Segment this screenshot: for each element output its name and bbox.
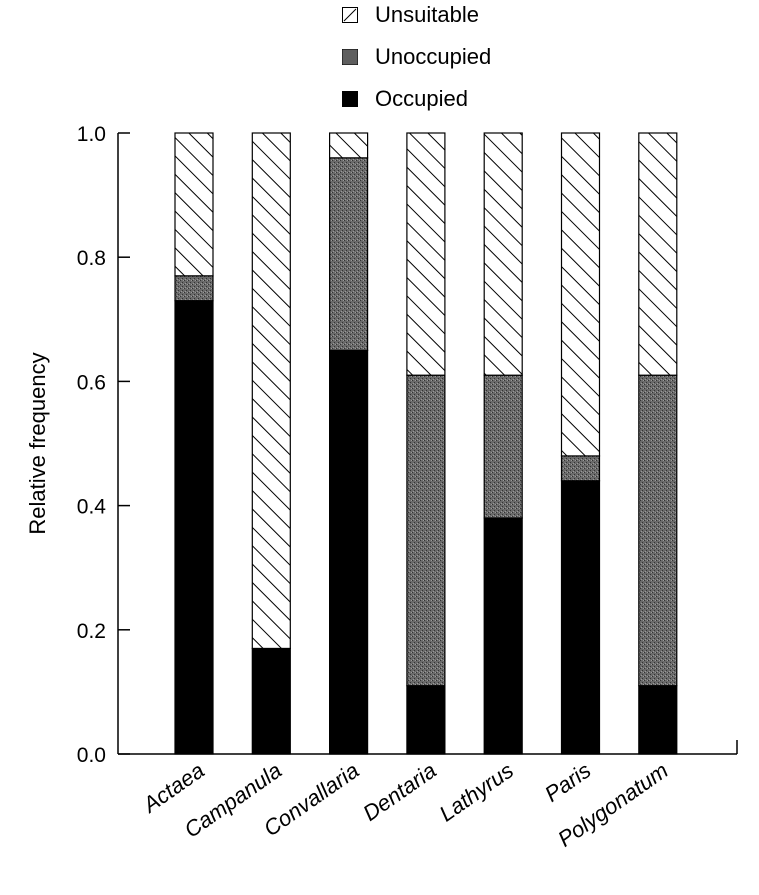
bar-unoccupied-polygonatum [638, 374, 678, 687]
bar-unsuitable-campanula [251, 132, 291, 650]
x-tick-label-paris: Paris [540, 758, 595, 807]
y-tick-label: 0.6 [77, 371, 106, 394]
bar-occupied-lathyrus [483, 517, 523, 755]
y-tick-label: 0.2 [77, 620, 106, 643]
bar-unoccupied-paris [560, 455, 601, 482]
legend-swatch-unoccupied [342, 49, 358, 65]
bar-unsuitable-actaea [174, 132, 214, 277]
bar-occupied-dentaria [406, 685, 446, 755]
bar-occupied-polygonatum [638, 685, 678, 755]
legend-label-unsuitable: Unsuitable [375, 2, 479, 27]
legend-swatch-occupied [342, 91, 358, 107]
bar-occupied-paris [560, 480, 601, 755]
y-tick-label: 0.0 [77, 744, 106, 767]
bar-unoccupied-actaea [174, 275, 214, 302]
bar-unoccupied-convallaria [329, 157, 369, 351]
bar-unoccupied-lathyrus [483, 374, 523, 519]
y-tick-label: 1.0 [77, 123, 106, 146]
legend-label-unoccupied: Unoccupied [375, 44, 492, 69]
legend-label-occupied: Occupied [375, 86, 468, 111]
y-axis-label: Relative frequency [25, 352, 50, 534]
bar-occupied-campanula [251, 647, 291, 755]
x-tick-label-dentaria: Dentaria [358, 758, 440, 826]
y-tick-label: 0.4 [77, 496, 107, 519]
bar-unsuitable-lathyrus [483, 132, 523, 376]
bar-unoccupied-dentaria [406, 374, 446, 687]
bar-occupied-convallaria [329, 349, 369, 755]
legend-swatch-unsuitable [342, 7, 358, 23]
bar-unsuitable-polygonatum [638, 132, 678, 376]
x-tick-label-lathyrus: Lathyrus [435, 758, 518, 827]
bar-unsuitable-convallaria [329, 132, 369, 159]
y-tick-label: 0.8 [77, 247, 106, 270]
bar-occupied-actaea [174, 300, 214, 755]
bar-unsuitable-dentaria [406, 132, 446, 376]
bar-unsuitable-paris [560, 132, 601, 457]
